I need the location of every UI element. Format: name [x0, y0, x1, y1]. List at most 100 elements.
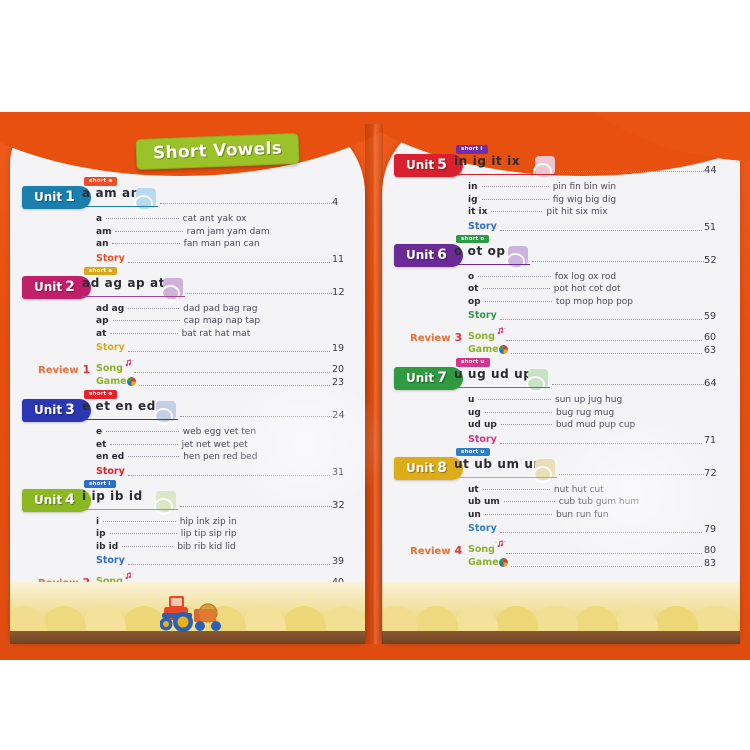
story-page-number: 51 [704, 221, 717, 233]
review-number: 4 [454, 544, 463, 557]
word-list: web egg vet ten [182, 427, 257, 437]
story-label[interactable]: Story [468, 310, 497, 321]
song-leader-dots [506, 340, 702, 341]
game-label[interactable]: Game [96, 376, 127, 387]
unit-page-number: 44 [704, 165, 717, 176]
paper-roll-icon [160, 277, 183, 302]
game-leader-dots [511, 353, 702, 354]
unit-tab-8[interactable]: Unit 8 [394, 456, 463, 480]
word-list: pot hot cot dot [553, 284, 621, 294]
vowel-badge: short i [456, 145, 488, 154]
word-row: o fox log ox rod [468, 272, 616, 282]
unit-tab-7[interactable]: Unit 7 [394, 367, 463, 390]
word-key: a [96, 214, 103, 224]
word-key: ig [468, 194, 478, 205]
vowel-badge: short u [456, 358, 490, 367]
vowel-badge: short a [84, 177, 118, 186]
word-list: hip ink zip in [179, 516, 237, 527]
leader-dots [558, 171, 704, 172]
word-list: jet net wet pet [181, 439, 248, 450]
story-label[interactable]: Story [96, 252, 125, 264]
unit-tab-3[interactable]: Unit 3 [22, 399, 91, 422]
music-note-icon [123, 359, 134, 367]
story-page-number: 19 [332, 343, 345, 354]
unit-tab-label: Unit [34, 492, 63, 507]
song-label[interactable]: Song [468, 544, 495, 555]
story-label[interactable]: Story [468, 433, 497, 445]
word-list: fig wig big dig [552, 194, 617, 205]
song-label[interactable]: Song [96, 363, 123, 374]
unit-tab-label: Unit [34, 279, 63, 294]
song-label[interactable]: Song [468, 331, 495, 342]
word-leader-dots [484, 513, 553, 515]
word-row: un bun run fun [468, 510, 609, 520]
unit-tab-5[interactable]: Unit 5 [394, 154, 463, 177]
beach-ball-icon [127, 377, 136, 386]
unit-page-number: 4 [332, 197, 339, 208]
paper-roll-icon [532, 156, 555, 180]
story-label[interactable]: Story [96, 465, 125, 477]
review-number: 3 [454, 331, 463, 344]
paper-roll-icon [154, 490, 176, 515]
word-row: et jet net wet pet [96, 440, 248, 450]
game-page-number: 63 [704, 345, 717, 356]
word-leader-dots [103, 520, 176, 522]
paper-roll-icon [154, 401, 176, 425]
unit-page-number: 72 [704, 467, 717, 479]
unit-tab-4[interactable]: Unit 4 [22, 488, 91, 512]
game-label[interactable]: Game [468, 344, 499, 355]
word-leader-dots [478, 275, 551, 277]
review-text: Review [38, 365, 79, 376]
story-leader-dots [500, 229, 702, 231]
vowel-badge: short a [84, 266, 118, 275]
word-leader-dots [491, 211, 543, 212]
unit-underline [82, 508, 178, 510]
word-list: bat rat hat mat [181, 328, 251, 339]
word-key: it ix [468, 207, 488, 217]
paper-roll-icon [506, 245, 529, 270]
unit-tab-label: Unit [34, 190, 63, 204]
word-list: cat ant yak ox [182, 214, 247, 224]
unit-tab-number: 6 [437, 246, 447, 263]
unit-tab-number: 3 [65, 402, 75, 418]
music-note-icon [123, 572, 134, 580]
music-note-icon [495, 327, 506, 335]
word-leader-dots [112, 320, 180, 321]
word-leader-dots [128, 307, 180, 309]
unit-tab-number: 5 [437, 157, 447, 173]
word-row: a cat ant yak ox [96, 214, 247, 224]
unit-tab-label: Unit [406, 371, 435, 385]
story-label[interactable]: Story [468, 220, 497, 232]
story-leader-dots [128, 261, 330, 263]
word-key: in [468, 182, 478, 192]
unit-tab-6[interactable]: Unit 6 [394, 243, 463, 267]
beach-ball-icon [499, 345, 508, 354]
song-leader-dots [134, 372, 330, 373]
unit-tab-number: 7 [437, 370, 447, 386]
word-leader-dots [110, 443, 178, 445]
leader-dots [532, 260, 704, 262]
unit-tab-number: 1 [65, 189, 75, 205]
tractor-icon [160, 596, 221, 632]
paper-roll-icon [134, 188, 157, 212]
game-label[interactable]: Game [468, 557, 499, 568]
word-key: ub um [468, 497, 500, 507]
story-label[interactable]: Story [468, 523, 497, 534]
story-leader-dots [500, 532, 702, 533]
word-key: ut [468, 484, 479, 495]
unit-underline [82, 206, 159, 207]
word-row: ib id bib rib kid lid [96, 542, 236, 552]
word-key: e [96, 427, 103, 437]
unit-tab-2[interactable]: Unit 2 [22, 275, 91, 299]
word-list: bun run fun [556, 509, 609, 520]
unit-tab-1[interactable]: Unit 1 [22, 186, 91, 209]
leader-dots [180, 416, 332, 417]
story-page-number: 71 [704, 434, 717, 446]
story-label[interactable]: Story [96, 555, 125, 566]
unit-tab-label: Unit [406, 158, 435, 172]
song-label[interactable]: Song [96, 576, 123, 587]
word-row: i hip ink zip in [96, 517, 237, 527]
unit-tab-label: Unit [406, 460, 435, 475]
story-label[interactable]: Story [96, 342, 125, 353]
